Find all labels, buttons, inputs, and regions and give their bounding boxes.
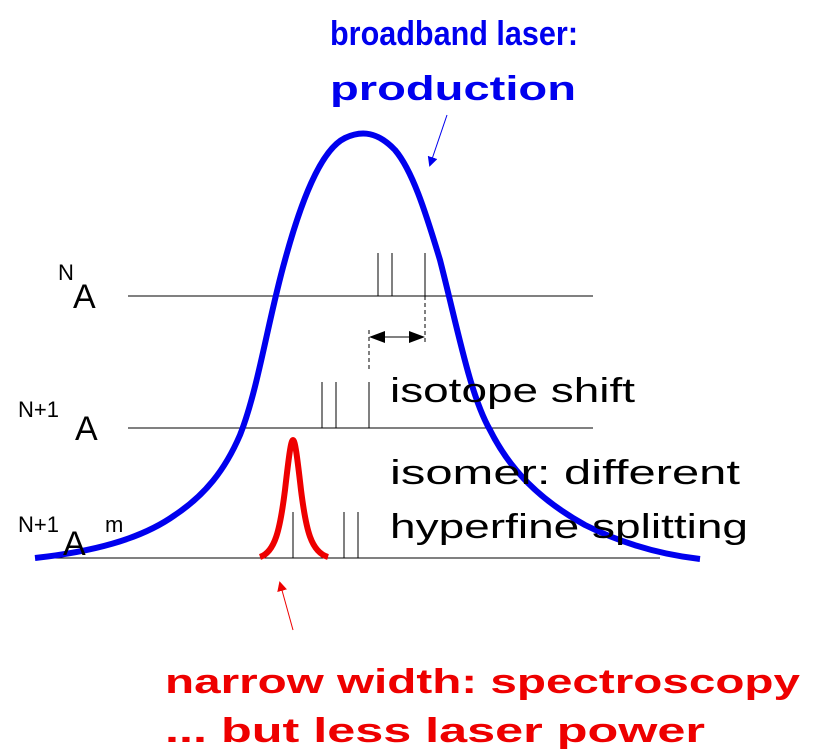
title-line: production [330,70,576,108]
level-superscript: N+1 [18,512,59,537]
annotation: hyperfine splitting [390,508,748,546]
level-label: A [73,278,96,316]
level-suffix: m [105,512,123,537]
narrow-caption: ... but less laser power [165,712,705,750]
blue-arrow [427,114,448,167]
levels [35,253,660,559]
narrow-curve [258,436,330,560]
level-label: A [75,410,98,448]
narrow-caption: narrow width: spectroscopy [165,663,800,701]
level-superscript: N [58,260,74,285]
level-label: A [63,525,86,563]
broadband-curve [34,130,701,562]
red-arrow [277,581,294,631]
title-line: broadband laser: [330,15,578,53]
level-superscript: N+1 [18,397,59,422]
annotation: isotope shift [390,372,636,410]
annotation: isomer: different [390,454,741,492]
